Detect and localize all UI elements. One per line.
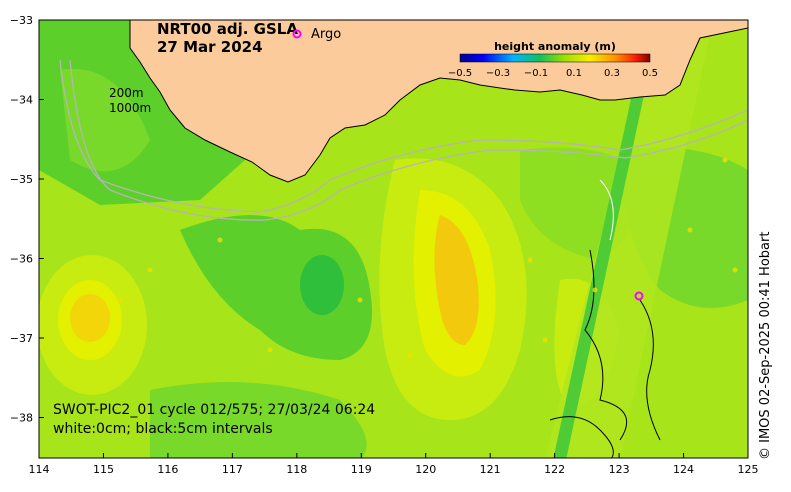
trough-dark-green bbox=[300, 255, 344, 315]
colorbar-ticks: −0.5 −0.3 −0.1 0.1 0.3 0.5 bbox=[448, 68, 658, 79]
y-tick-label: −36 bbox=[10, 253, 33, 266]
colorbar-tick-label: −0.5 bbox=[448, 68, 472, 79]
shelf-green-patch bbox=[60, 68, 150, 172]
float-dots bbox=[117, 157, 738, 358]
x-tick-label: 114 bbox=[29, 463, 50, 476]
x-tick-label: 117 bbox=[222, 463, 243, 476]
swot-caption-line2: white:0cm; black:5cm intervals bbox=[53, 421, 273, 437]
argo-float-marker bbox=[634, 291, 644, 301]
imos-credit: © IMOS 02-Sep-2025 00:41 Hobart bbox=[758, 231, 773, 460]
isobath-200m bbox=[59, 59, 748, 213]
x-tick-label: 122 bbox=[544, 463, 565, 476]
isobath-label-1000: 1000m bbox=[109, 101, 151, 115]
swot-nadir-gap bbox=[553, 20, 660, 458]
x-tick-label: 120 bbox=[415, 463, 436, 476]
x-axis: 114 115 116 117 118 119 120 121 122 123 124 125 bbox=[29, 453, 759, 476]
plot-frame bbox=[38, 19, 749, 459]
colorbar bbox=[459, 53, 651, 63]
colorbar-title: height anomaly (m) bbox=[494, 40, 616, 53]
y-axis: −33 −34 −35 −36 −37 −38 bbox=[10, 14, 44, 425]
argo-legend-icon bbox=[292, 29, 302, 39]
trough-green bbox=[180, 215, 372, 360]
colorbar-tick-label: 0.5 bbox=[642, 68, 658, 79]
x-tick-label: 119 bbox=[351, 463, 372, 476]
isobath-1000m bbox=[69, 59, 748, 221]
y-tick-label: −38 bbox=[10, 412, 33, 425]
x-tick-label: 121 bbox=[480, 463, 501, 476]
y-tick-label: −35 bbox=[10, 173, 33, 186]
x-tick-label: 116 bbox=[157, 463, 178, 476]
swot-contour-black-3 bbox=[549, 416, 614, 458]
y-tick-label: −34 bbox=[10, 94, 33, 107]
swot-contour-white bbox=[599, 179, 614, 241]
title-date: 27 Mar 2024 bbox=[157, 38, 263, 56]
colorbar-tick-label: 0.1 bbox=[566, 68, 582, 79]
argo-legend-label: Argo bbox=[311, 27, 341, 42]
colorbar-tick-label: −0.3 bbox=[486, 68, 510, 79]
x-tick-label: 115 bbox=[93, 463, 114, 476]
x-tick-label: 124 bbox=[673, 463, 694, 476]
x-tick-label: 118 bbox=[286, 463, 307, 476]
title-product: NRT00 adj. GSLA bbox=[157, 20, 298, 38]
colorbar-tick-label: −0.1 bbox=[524, 68, 548, 79]
colorbar-tick-label: 0.3 bbox=[604, 68, 620, 79]
x-tick-label: 125 bbox=[738, 463, 759, 476]
x-tick-label: 123 bbox=[609, 463, 630, 476]
west-eddy-core bbox=[70, 294, 110, 342]
swot-contour-black bbox=[584, 249, 628, 441]
y-tick-label: −33 bbox=[10, 14, 33, 27]
central-eddy-core bbox=[434, 215, 479, 345]
sea-level-field bbox=[39, 20, 748, 458]
swot-contour-black-2 bbox=[639, 299, 661, 441]
south-green-patch bbox=[150, 382, 367, 458]
y-tick-label: −37 bbox=[10, 332, 33, 345]
isobath-label-200: 200m bbox=[109, 86, 144, 100]
swot-caption-line1: SWOT-PIC2_01 cycle 012/575; 27/03/24 06:… bbox=[53, 402, 375, 418]
